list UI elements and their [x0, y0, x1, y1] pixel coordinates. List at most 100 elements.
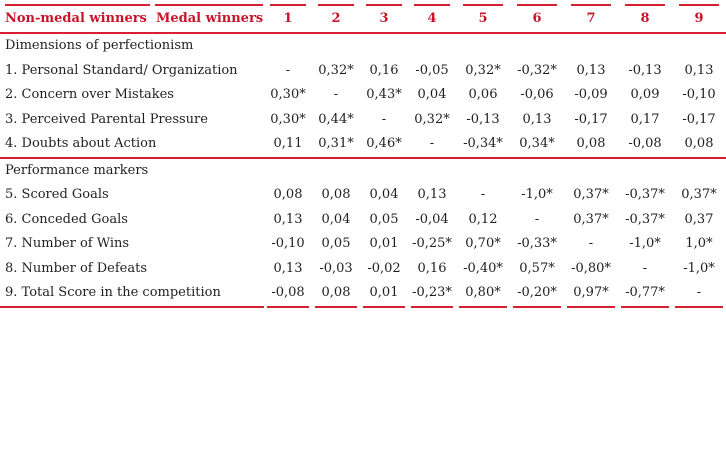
- value-cell: -0,17: [574, 111, 608, 127]
- table-row: 4. Doubts about Action 0,11 0,31* 0,46* …: [0, 132, 726, 157]
- value-cell: -0,37*: [625, 187, 665, 202]
- value-cell: 0,11: [273, 136, 303, 151]
- rule-segment: [408, 4, 456, 6]
- value-cell: -: [534, 211, 540, 227]
- value-cell: 0,08: [576, 136, 606, 151]
- value-cell: 0,97*: [573, 285, 609, 300]
- rule-segment: [152, 4, 264, 6]
- rule-segment: [0, 4, 152, 6]
- header-col-9: 9: [694, 11, 704, 26]
- row-label: 9. Total Score in the competition: [5, 285, 221, 300]
- value-cell: 0,09: [630, 87, 660, 102]
- row-label: 1. Personal Standard/ Organization: [5, 62, 238, 78]
- value-cell: -1,0*: [521, 187, 553, 202]
- value-cell: -0,33*: [517, 236, 557, 251]
- value-cell: 0,05: [321, 236, 351, 251]
- header-col-7: 7: [586, 11, 596, 26]
- rule-segment: [510, 4, 564, 6]
- value-cell: 0,31*: [318, 136, 354, 151]
- value-cell: 0,16: [417, 260, 447, 276]
- value-cell: 0,46*: [366, 136, 402, 151]
- table-row: 7. Number of Wins -0,10 0,05 0,01 -0,25*…: [0, 232, 726, 257]
- value-cell: 0,13: [576, 62, 606, 78]
- value-cell: -0,08: [628, 136, 662, 151]
- value-cell: 1,0*: [685, 236, 713, 251]
- table-row: 8. Number of Defeats 0,13 -0,03 -0,02 0,…: [0, 257, 726, 282]
- value-cell: -0,77*: [625, 285, 665, 300]
- value-cell: 0,37*: [573, 187, 609, 202]
- row-label: 6. Conceded Goals: [5, 211, 128, 227]
- value-cell: -0,09: [574, 87, 608, 102]
- value-cell: 0,30*: [270, 111, 306, 127]
- header-col-4: 4: [427, 11, 437, 26]
- value-cell: 0,32*: [318, 62, 354, 78]
- value-cell: 0,06: [468, 87, 498, 102]
- value-cell: -: [696, 285, 702, 300]
- row-label: 8. Number of Defeats: [5, 260, 148, 276]
- value-cell: 0,37: [684, 211, 714, 227]
- value-cell: 0,30*: [270, 87, 306, 102]
- rule-segment: [456, 4, 510, 6]
- value-cell: -0,10: [682, 87, 716, 102]
- rule-segment: [360, 305, 408, 308]
- row-label: 4. Doubts about Action: [5, 136, 157, 151]
- rule-segment: [618, 4, 672, 6]
- value-cell: -0,05: [415, 62, 449, 78]
- value-cell: -: [381, 111, 387, 127]
- value-cell: -0,25*: [412, 236, 452, 251]
- value-cell: -: [333, 87, 339, 102]
- value-cell: -0,02: [367, 260, 401, 276]
- rule-segment: [510, 305, 564, 308]
- value-cell: 0,37*: [681, 187, 717, 202]
- header-col-5: 5: [478, 11, 488, 26]
- header-col-2: 2: [331, 11, 341, 26]
- value-cell: -0,13: [628, 62, 662, 78]
- rule-segment: [0, 305, 264, 308]
- value-cell: 0,08: [321, 187, 351, 202]
- value-cell: -0,32*: [517, 62, 557, 78]
- value-cell: 0,01: [369, 285, 399, 300]
- rule-segment: [672, 4, 726, 6]
- value-cell: -0,08: [271, 285, 305, 300]
- row-label: 3. Perceived Parental Pressure: [5, 111, 208, 127]
- value-cell: -: [429, 136, 435, 151]
- section-divider-rule: [0, 156, 726, 159]
- value-cell: -1,0*: [683, 260, 715, 276]
- value-cell: 0,08: [684, 136, 714, 151]
- table-header-row: Non-medal winners Medal winners 1 2 3 4 …: [0, 6, 726, 32]
- value-cell: -0,17: [682, 111, 716, 127]
- rule-segment: [564, 305, 618, 308]
- section-row: Performance markers: [0, 159, 726, 184]
- rule-segment: [456, 305, 510, 308]
- value-cell: 0,13: [417, 187, 447, 202]
- value-cell: 0,01: [369, 236, 399, 251]
- header-col-8: 8: [640, 11, 650, 26]
- value-cell: 0,34*: [519, 136, 555, 151]
- value-cell: -0,80*: [571, 260, 611, 276]
- value-cell: -0,04: [415, 211, 449, 227]
- value-cell: -: [642, 260, 648, 276]
- rule-segment: [564, 4, 618, 6]
- value-cell: 0,70*: [465, 236, 501, 251]
- header-col-6: 6: [532, 11, 542, 26]
- row-label: 2. Concern over Mistakes: [5, 87, 174, 102]
- value-cell: -0,13: [466, 111, 500, 127]
- value-cell: -: [480, 187, 486, 202]
- rule-segment: [264, 305, 312, 308]
- value-cell: 0,13: [273, 211, 303, 227]
- value-cell: 0,16: [369, 62, 399, 78]
- value-cell: -0,37*: [625, 211, 665, 227]
- table-row: 6. Conceded Goals 0,13 0,04 0,05 -0,04 0…: [0, 208, 726, 233]
- section-title-dimensions: Dimensions of perfectionism: [5, 38, 194, 53]
- value-cell: 0,04: [321, 211, 351, 227]
- header-divider-rule: [0, 32, 726, 34]
- row-label: 5. Scored Goals: [5, 187, 109, 202]
- table-row: 3. Perceived Parental Pressure 0,30* 0,4…: [0, 108, 726, 133]
- rule-segment: [360, 4, 408, 6]
- rule-segment: [264, 4, 312, 6]
- rule-segment: [618, 305, 672, 308]
- value-cell: -0,23*: [412, 285, 452, 300]
- correlation-table: Non-medal winners Medal winners 1 2 3 4 …: [0, 4, 726, 308]
- value-cell: -: [588, 236, 594, 251]
